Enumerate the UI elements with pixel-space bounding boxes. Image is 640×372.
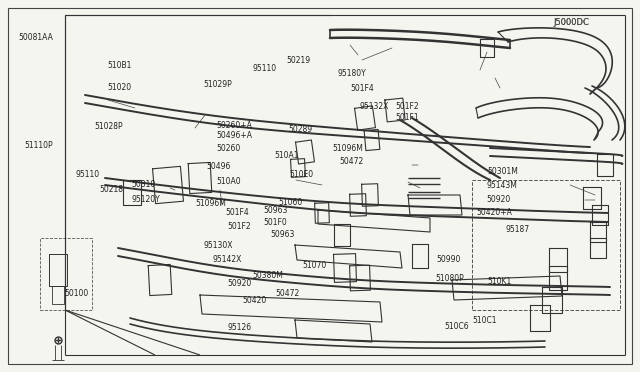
Text: 50420+A: 50420+A	[477, 208, 513, 217]
Text: J5000DC: J5000DC	[554, 18, 589, 27]
Text: 50963: 50963	[270, 230, 294, 239]
Text: 50260+A: 50260+A	[216, 121, 252, 130]
Text: 95187: 95187	[506, 225, 530, 234]
Text: 510A0: 510A0	[216, 177, 241, 186]
Text: 51070: 51070	[302, 262, 326, 270]
Text: 50219: 50219	[287, 56, 311, 65]
Text: 501F2: 501F2	[396, 102, 419, 110]
Text: 51029P: 51029P	[204, 80, 232, 89]
Text: 50920: 50920	[227, 279, 252, 288]
Text: 50496: 50496	[206, 162, 230, 171]
Text: 50289: 50289	[288, 125, 312, 134]
Text: 50100: 50100	[64, 289, 88, 298]
Text: 501F4: 501F4	[225, 208, 249, 217]
Text: 510K1: 510K1	[488, 278, 512, 286]
Bar	[472, 180, 620, 310]
Text: 501F1: 501F1	[396, 113, 419, 122]
Text: 50472: 50472	[339, 157, 364, 166]
Text: 51080P: 51080P	[435, 274, 464, 283]
Text: 50380M: 50380M	[253, 271, 284, 280]
Text: 95110: 95110	[253, 64, 277, 73]
Text: 510A1: 510A1	[274, 151, 298, 160]
Text: 51096M: 51096M	[333, 144, 364, 153]
Text: 50920: 50920	[486, 195, 511, 203]
Text: 50990: 50990	[436, 255, 461, 264]
Text: 51060: 51060	[278, 198, 303, 207]
Text: 50081AA: 50081AA	[18, 33, 52, 42]
Text: 51110P: 51110P	[24, 141, 53, 150]
Text: 50420: 50420	[242, 296, 266, 305]
Text: 50310: 50310	[131, 180, 156, 189]
Text: 95110: 95110	[76, 170, 100, 179]
Text: 95126: 95126	[227, 323, 252, 332]
Text: 50218: 50218	[99, 185, 123, 194]
Text: 95143M: 95143M	[486, 181, 517, 190]
Text: 510E0: 510E0	[289, 170, 314, 179]
Text: 50472: 50472	[275, 289, 300, 298]
Text: 95142X: 95142X	[212, 255, 242, 264]
Text: 51096M: 51096M	[195, 199, 226, 208]
Text: J5000DC: J5000DC	[554, 18, 589, 27]
Bar	[40, 238, 92, 310]
Text: 50301M: 50301M	[488, 167, 518, 176]
Text: 50260: 50260	[216, 144, 241, 153]
Text: 95130X: 95130X	[204, 241, 233, 250]
Text: 95120Y: 95120Y	[131, 195, 160, 203]
Text: 501F2: 501F2	[227, 222, 251, 231]
Text: 51020: 51020	[108, 83, 132, 92]
Text: 95180Y: 95180Y	[338, 69, 367, 78]
Text: 510C6: 510C6	[445, 322, 469, 331]
Text: 50963: 50963	[264, 206, 288, 215]
Text: 95132X: 95132X	[360, 102, 389, 110]
Text: 501F4: 501F4	[351, 84, 374, 93]
Text: 510B1: 510B1	[108, 61, 132, 70]
Text: 50496+A: 50496+A	[216, 131, 252, 140]
Text: 510C1: 510C1	[472, 316, 497, 325]
Text: 501F0: 501F0	[264, 218, 287, 227]
Text: 51028P: 51028P	[95, 122, 124, 131]
